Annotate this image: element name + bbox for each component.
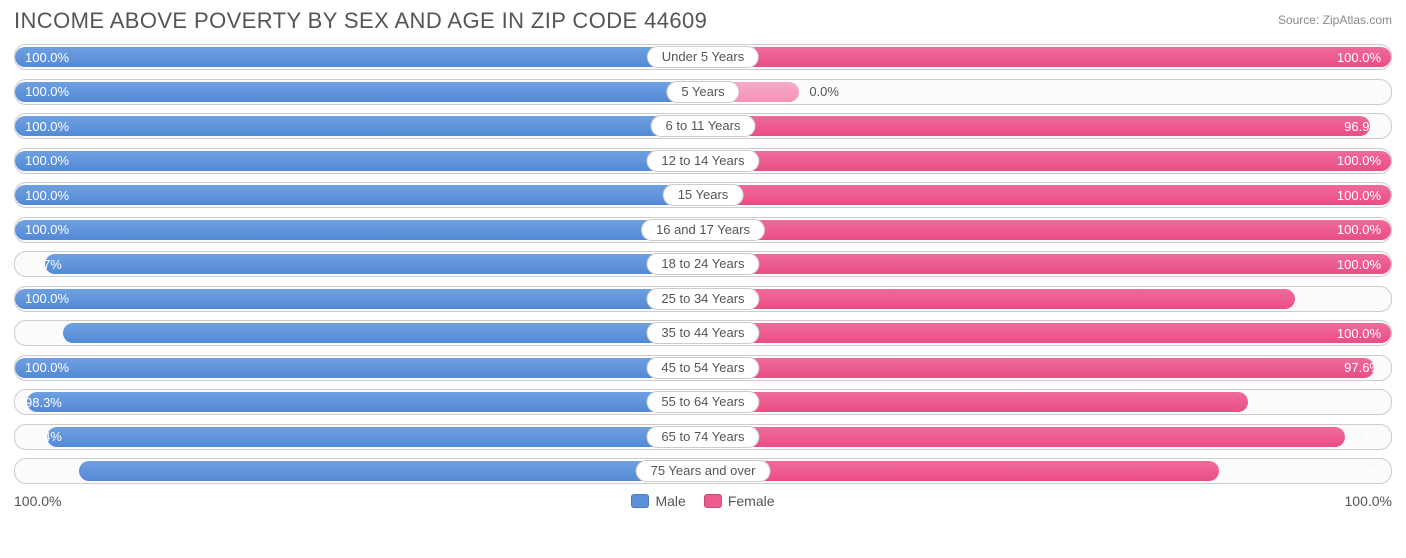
female-bar <box>703 254 1391 274</box>
male-value-label: 95.4% <box>15 425 72 449</box>
category-label: 6 to 11 Years <box>651 115 756 137</box>
category-label: 75 Years and over <box>636 460 771 482</box>
chart-row: 100.0% 100.0% 16 and 17 Years <box>14 217 1392 243</box>
legend-label-male: Male <box>655 493 685 509</box>
category-label: 25 to 34 Years <box>646 288 759 310</box>
male-value-label: 100.0% <box>15 287 79 311</box>
male-bar <box>45 254 703 274</box>
diverging-bar-chart: 100.0% 100.0% Under 5 Years 100.0% 0.0% 5 Yea… <box>14 44 1392 484</box>
legend-label-female: Female <box>728 493 775 509</box>
category-label: 15 Years <box>663 184 744 206</box>
male-value-label: 100.0% <box>15 80 79 104</box>
female-value-label: 86.0% <box>1334 287 1391 311</box>
male-bar <box>27 392 703 412</box>
chart-source: Source: ZipAtlas.com <box>1278 8 1392 27</box>
chart-row: 100.0% 100.0% 12 to 14 Years <box>14 148 1392 174</box>
male-value-label: 95.7% <box>15 252 72 276</box>
category-label: 12 to 14 Years <box>646 150 759 172</box>
male-bar <box>79 461 703 481</box>
chart-title: INCOME ABOVE POVERTY BY SEX AND AGE IN Z… <box>14 8 707 34</box>
female-value-label: 100.0% <box>1327 149 1391 173</box>
male-value-label: 100.0% <box>15 183 79 207</box>
chart-row: 98.3% 79.2% 55 to 64 Years <box>14 389 1392 415</box>
female-bar <box>703 323 1391 343</box>
female-value-label: 100.0% <box>1327 45 1391 69</box>
male-bar <box>15 289 703 309</box>
female-value-label: 0.0% <box>799 80 849 104</box>
chart-row: 100.0% 86.0% 25 to 34 Years <box>14 286 1392 312</box>
male-value-label: 100.0% <box>15 356 79 380</box>
legend-item-female: Female <box>704 493 775 509</box>
female-bar <box>703 358 1374 378</box>
male-value-label: 98.3% <box>15 390 72 414</box>
chart-row: 100.0% 96.9% 6 to 11 Years <box>14 113 1392 139</box>
category-label: 16 and 17 Years <box>641 219 765 241</box>
category-label: 5 Years <box>666 81 739 103</box>
legend: Male Female <box>631 493 774 509</box>
male-bar <box>15 358 703 378</box>
chart-row: 100.0% 0.0% 5 Years <box>14 79 1392 105</box>
male-value-label: 93.0% <box>15 321 72 345</box>
female-value-label: 97.6% <box>1334 356 1391 380</box>
male-bar <box>15 116 703 136</box>
category-label: Under 5 Years <box>647 46 759 68</box>
female-value-label: 100.0% <box>1327 252 1391 276</box>
category-label: 18 to 24 Years <box>646 253 759 275</box>
female-bar <box>703 185 1391 205</box>
chart-row: 100.0% 100.0% Under 5 Years <box>14 44 1392 70</box>
legend-swatch-male <box>631 494 649 508</box>
female-value-label: 79.2% <box>1334 390 1391 414</box>
chart-row: 93.0% 100.0% 35 to 44 Years <box>14 320 1392 346</box>
chart-row: 100.0% 97.6% 45 to 54 Years <box>14 355 1392 381</box>
male-value-label: 100.0% <box>15 45 79 69</box>
female-bar <box>703 461 1219 481</box>
female-value-label: 93.3% <box>1334 425 1391 449</box>
male-bar <box>15 185 703 205</box>
category-label: 65 to 74 Years <box>646 426 759 448</box>
male-value-label: 100.0% <box>15 149 79 173</box>
category-label: 55 to 64 Years <box>646 391 759 413</box>
chart-footer: 100.0% Male Female 100.0% <box>14 493 1392 509</box>
male-bar <box>15 47 703 67</box>
chart-row: 100.0% 100.0% 15 Years <box>14 182 1392 208</box>
female-bar <box>703 151 1391 171</box>
chart-header: INCOME ABOVE POVERTY BY SEX AND AGE IN Z… <box>14 8 1392 34</box>
chart-row: 90.7% 75.0% 75 Years and over <box>14 458 1392 484</box>
male-bar <box>15 220 703 240</box>
male-value-label: 90.7% <box>15 459 72 483</box>
male-bar <box>63 323 703 343</box>
female-value-label: 100.0% <box>1327 183 1391 207</box>
male-value-label: 100.0% <box>15 114 79 138</box>
chart-row: 95.4% 93.3% 65 to 74 Years <box>14 424 1392 450</box>
female-bar <box>703 47 1391 67</box>
male-bar <box>47 427 703 447</box>
male-bar <box>15 82 703 102</box>
chart-row: 95.7% 100.0% 18 to 24 Years <box>14 251 1392 277</box>
female-bar <box>703 427 1345 447</box>
axis-label-right: 100.0% <box>1345 493 1392 509</box>
female-value-label: 96.9% <box>1334 114 1391 138</box>
legend-item-male: Male <box>631 493 685 509</box>
female-value-label: 100.0% <box>1327 218 1391 242</box>
male-value-label: 100.0% <box>15 218 79 242</box>
category-label: 35 to 44 Years <box>646 322 759 344</box>
female-value-label: 75.0% <box>1334 459 1391 483</box>
female-value-label: 100.0% <box>1327 321 1391 345</box>
female-bar <box>703 289 1295 309</box>
female-bar <box>703 220 1391 240</box>
legend-swatch-female <box>704 494 722 508</box>
category-label: 45 to 54 Years <box>646 357 759 379</box>
male-bar <box>15 151 703 171</box>
female-bar <box>703 392 1248 412</box>
female-bar <box>703 116 1370 136</box>
axis-label-left: 100.0% <box>14 493 61 509</box>
